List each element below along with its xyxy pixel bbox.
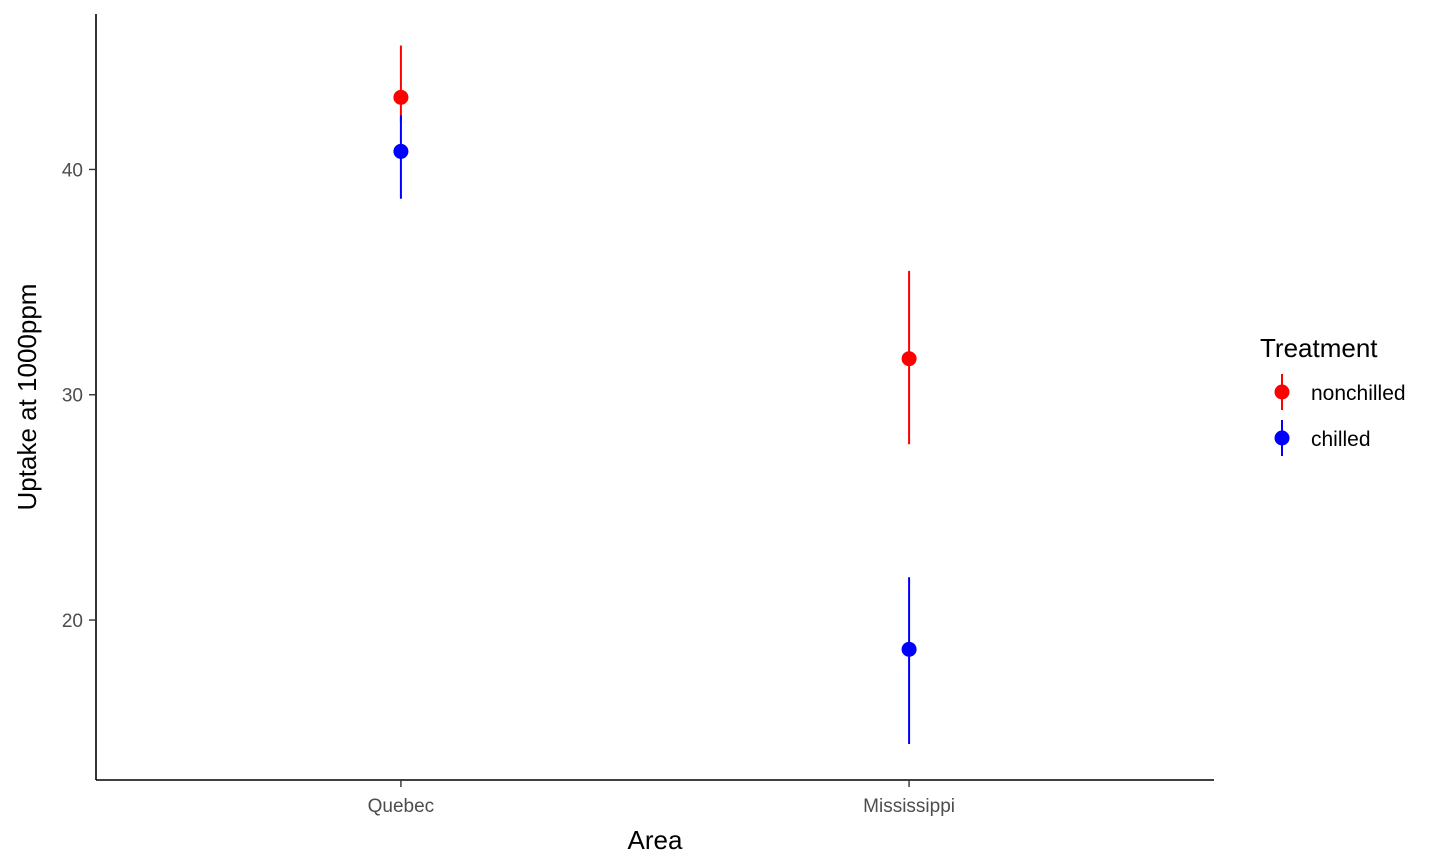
- plot-area: [393, 45, 917, 744]
- y-tick-label: 20: [62, 611, 83, 632]
- legend-key-chilled: [1274, 430, 1290, 446]
- x-axis-ticks: Quebec Mississippi: [368, 780, 955, 817]
- point-nonchilled-quebec: [393, 89, 409, 105]
- x-tick-label: Quebec: [368, 796, 435, 817]
- legend-label-chilled: chilled: [1311, 428, 1371, 451]
- point-nonchilled-mississippi: [901, 351, 917, 367]
- legend: Treatment nonchilled chilled: [1260, 333, 1406, 456]
- x-axis-title: Area: [628, 825, 683, 855]
- legend-key-nonchilled: [1274, 384, 1290, 400]
- y-axis-title: Uptake at 1000ppm: [12, 284, 42, 511]
- point-chilled-quebec: [393, 143, 409, 159]
- x-tick-label: Mississippi: [863, 796, 955, 817]
- y-axis-ticks: 20 30 40: [62, 160, 96, 632]
- legend-label-nonchilled: nonchilled: [1311, 382, 1406, 405]
- y-tick-label: 30: [62, 386, 83, 407]
- y-tick-label: 40: [62, 160, 83, 181]
- point-chilled-mississippi: [901, 641, 917, 657]
- legend-title: Treatment: [1260, 333, 1378, 363]
